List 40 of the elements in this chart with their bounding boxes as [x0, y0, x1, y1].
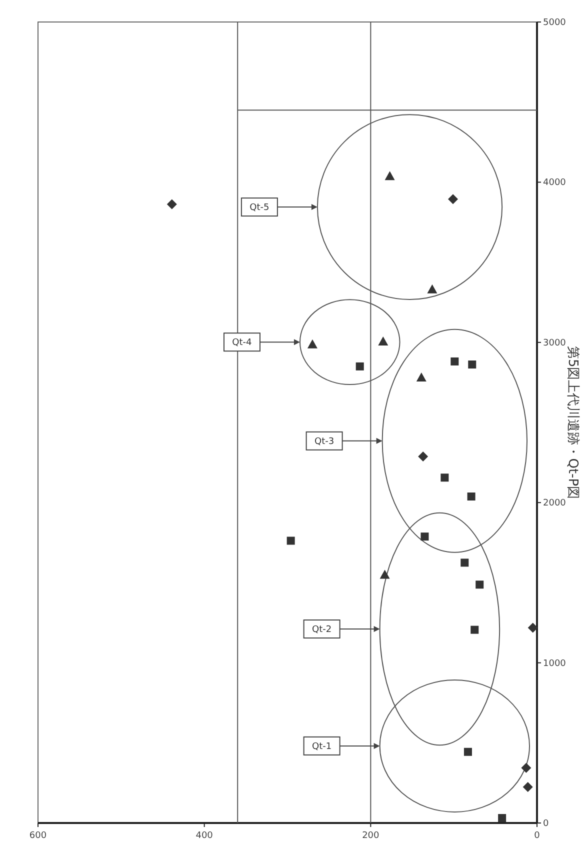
x-tick-label: 600: [29, 831, 47, 841]
annotation: Qt-5: [250, 203, 270, 214]
point: [467, 492, 476, 501]
point: [418, 451, 428, 462]
y-tick-label: 4000: [543, 178, 566, 188]
point: [468, 360, 476, 369]
x-tick-label: 0: [534, 831, 540, 841]
point: [286, 536, 295, 545]
point: [356, 362, 364, 370]
point: [420, 532, 429, 541]
point: [307, 339, 318, 348]
point: [460, 558, 469, 567]
point: [166, 199, 177, 210]
y-tick-label: 5000: [543, 18, 566, 28]
annotation: Qt-4: [232, 338, 252, 348]
point: [378, 336, 388, 346]
point: [380, 570, 390, 579]
point: [470, 626, 479, 634]
y-tick-label: 0: [543, 819, 549, 829]
y-tick-label: 1000: [543, 658, 566, 669]
point: [448, 194, 458, 204]
point: [522, 782, 533, 792]
point: [450, 357, 459, 366]
point: [416, 372, 426, 382]
annotation: Qt-2: [312, 625, 332, 635]
point: [521, 762, 532, 773]
point: [498, 814, 506, 822]
annotation: Qt-3: [314, 436, 334, 447]
point: [528, 622, 538, 633]
x-tick-label: 200: [362, 831, 380, 841]
point: [440, 474, 449, 482]
annotation: Qt-1: [312, 742, 332, 752]
point: [427, 284, 438, 294]
x-tick-label: 400: [196, 831, 214, 841]
y-tick-label: 2000: [543, 498, 566, 509]
point: [476, 580, 484, 589]
point: [384, 171, 395, 180]
point: [464, 748, 472, 756]
text: 第5図上代川遺跡・Qt-P図: [565, 346, 580, 500]
y-tick-label: 3000: [543, 338, 566, 348]
